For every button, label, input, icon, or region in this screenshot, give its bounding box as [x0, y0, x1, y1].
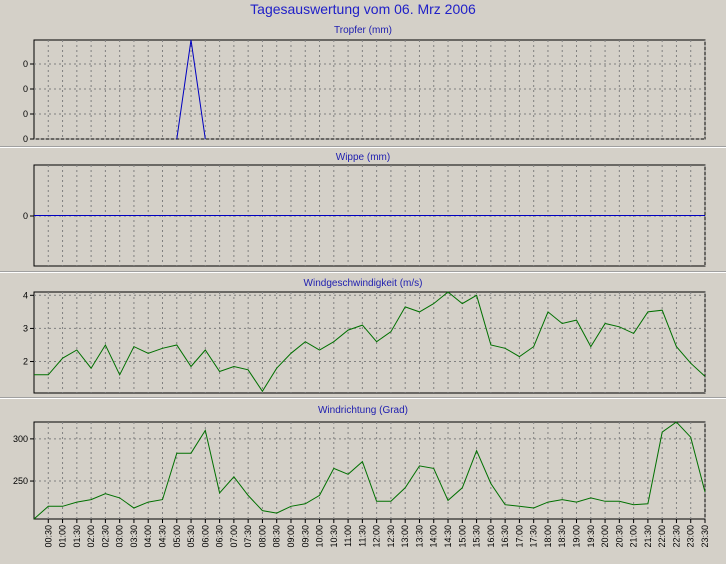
- y-tick-label: 300: [13, 434, 28, 444]
- x-tick-label: 00:30: [43, 525, 53, 548]
- x-tick-label: 08:00: [257, 525, 267, 548]
- x-axis: 00:30 01:00 01:30 02:00 02:30 03:00 03:30 04:00…: [43, 519, 710, 548]
- x-tick-label: 17:30: [529, 525, 539, 548]
- x-tick-label: 17:00: [514, 525, 524, 548]
- x-tick-label: 20:30: [614, 525, 624, 548]
- x-tick-label: 10:30: [329, 525, 339, 548]
- x-tick-label: 06:00: [200, 525, 210, 548]
- x-tick-label: 15:30: [472, 525, 482, 548]
- x-tick-label: 05:30: [186, 525, 196, 548]
- x-tick-label: 21:30: [643, 525, 653, 548]
- x-tick-label: 18:30: [557, 525, 567, 548]
- page-title: Tagesauswertung vom 06. Mrz 2006: [250, 1, 476, 17]
- x-tick-label: 04:30: [158, 525, 168, 548]
- x-tick-label: 01:00: [58, 525, 68, 548]
- x-tick-label: 16:00: [486, 525, 496, 548]
- x-tick-label: 14:30: [443, 525, 453, 548]
- panel-separator: [0, 146, 726, 148]
- x-tick-label: 04:00: [143, 525, 153, 548]
- x-tick-label: 22:00: [657, 525, 667, 548]
- chart-panel-0: 0 0 0 0: [23, 39, 706, 144]
- x-tick-label: 13:30: [415, 525, 425, 548]
- x-tick-label: 11:30: [357, 525, 367, 547]
- panel-title-windgeschwindigkeit: Windgeschwindigkeit (m/s): [303, 278, 423, 289]
- y-tick-label: 0: [23, 59, 28, 69]
- x-tick-label: 20:00: [600, 525, 610, 548]
- x-tick-label: 08:30: [272, 525, 282, 548]
- panel-title-wippe: Wippe (mm): [335, 152, 391, 163]
- x-tick-label: 13:00: [400, 525, 410, 548]
- x-tick-label: 23:30: [700, 525, 710, 548]
- x-tick-label: 03:30: [129, 525, 139, 548]
- x-tick-label: 19:00: [572, 525, 582, 548]
- x-tick-label: 15:00: [457, 525, 467, 548]
- x-tick-label: 11:00: [343, 525, 353, 547]
- x-tick-label: 16:30: [500, 525, 510, 548]
- x-tick-label: 21:00: [629, 525, 639, 548]
- x-tick-label: 07:00: [229, 525, 239, 548]
- x-tick-label: 12:00: [372, 525, 382, 548]
- chart-panel-2: 4 3 2: [23, 290, 706, 394]
- x-tick-label: 12:30: [386, 525, 396, 548]
- panel-separator: [0, 271, 726, 273]
- y-tick-label: 3: [23, 323, 28, 333]
- x-tick-label: 03:00: [115, 525, 125, 548]
- series-line: [176, 39, 206, 140]
- x-tick-label: 14:00: [429, 525, 439, 548]
- x-tick-label: 02:30: [100, 525, 110, 548]
- y-tick-label: 0: [23, 84, 28, 94]
- y-tick-label: 250: [13, 476, 28, 486]
- panel-title-tropfer: Tropfer (mm): [334, 25, 392, 36]
- x-tick-label: 05:00: [172, 525, 182, 548]
- y-tick-label: 4: [23, 290, 28, 300]
- y-tick-label: 0: [23, 211, 28, 221]
- x-tick-label: 18:00: [543, 525, 553, 548]
- x-tick-label: 01:30: [72, 525, 82, 548]
- plot-area: [33, 421, 706, 520]
- chart-panel-1: 0: [23, 164, 706, 267]
- panel-separator: [0, 397, 726, 399]
- chart-panel-3: 300 250: [13, 421, 706, 520]
- series-line: [34, 291, 706, 393]
- panel-title-windrichtung: Windrichtung (Grad): [317, 405, 409, 416]
- x-tick-label: 02:00: [86, 525, 96, 548]
- x-tick-label: 10:00: [315, 525, 325, 548]
- x-tick-label: 09:30: [300, 525, 310, 548]
- y-tick-label: 0: [23, 134, 28, 144]
- x-tick-label: 09:00: [286, 525, 296, 548]
- x-tick-label: 22:30: [671, 525, 681, 548]
- x-tick-label: 06:30: [215, 525, 225, 548]
- plot-area: [33, 291, 706, 394]
- x-tick-label: 07:30: [243, 525, 253, 548]
- x-tick-label: 23:00: [686, 525, 696, 548]
- x-tick-label: 19:30: [586, 525, 596, 548]
- series-line: [33, 421, 706, 520]
- y-tick-label: 2: [23, 357, 28, 367]
- y-tick-label: 0: [23, 109, 28, 119]
